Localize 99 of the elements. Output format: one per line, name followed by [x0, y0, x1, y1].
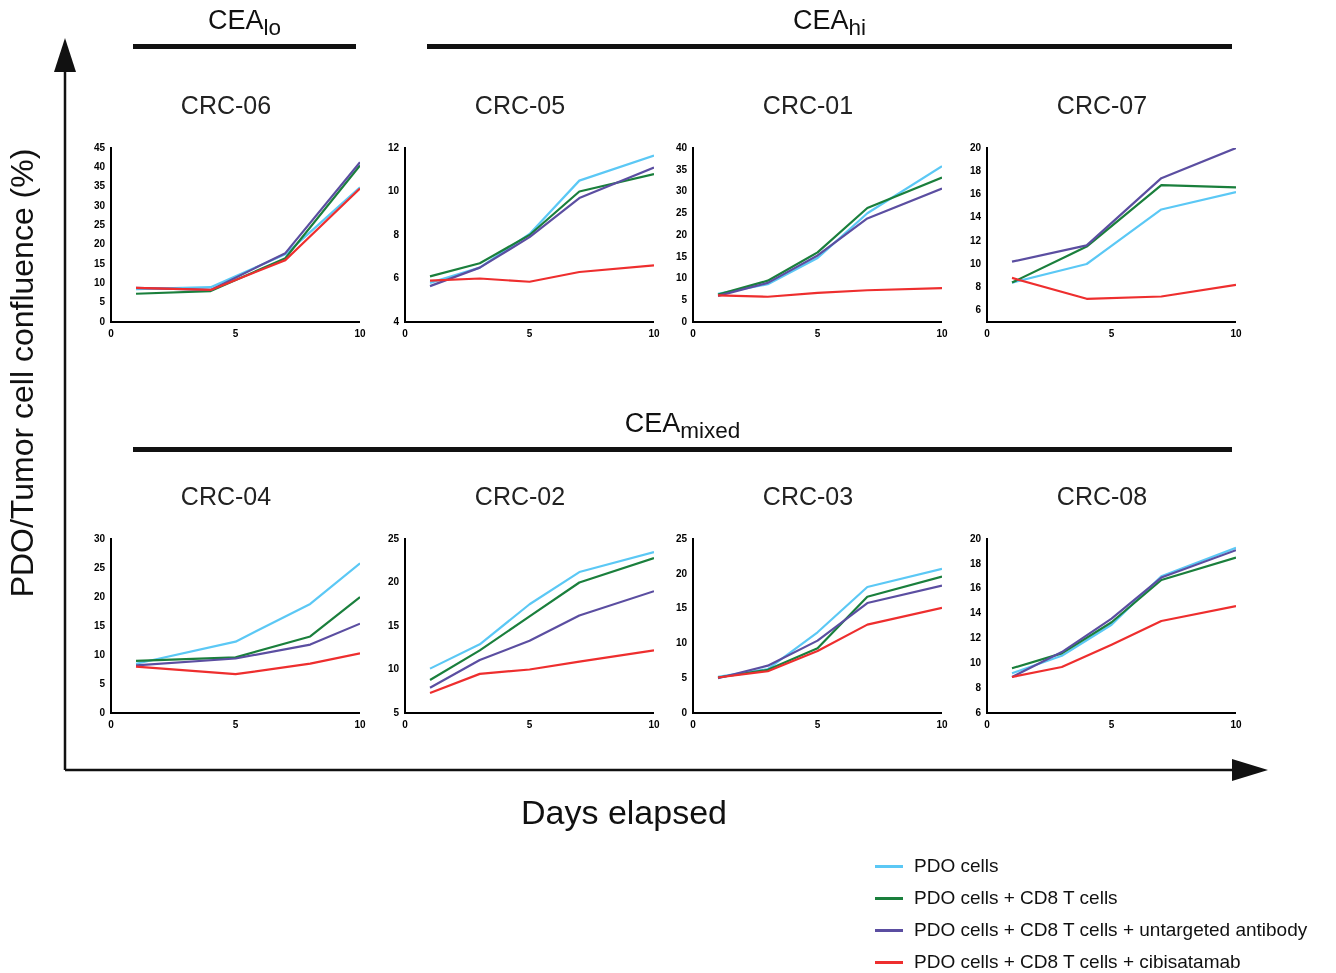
x-tick-label: 0: [108, 718, 115, 730]
x-tick-label: 10: [354, 718, 366, 730]
y-tick-label: 4: [393, 315, 400, 327]
y-tick-label: 25: [388, 532, 400, 544]
y-tick-label: 45: [94, 141, 106, 153]
y-tick-label: 15: [94, 619, 106, 631]
y-tick-label: 8: [393, 228, 400, 240]
y-tick-label: 10: [388, 185, 400, 197]
y-tick-label: 10: [94, 277, 106, 289]
x-tick-label: 10: [936, 718, 948, 730]
chart-title: CRC-01: [762, 90, 854, 119]
chart-title: CRC-08: [1056, 481, 1148, 510]
y-tick-label: 20: [94, 238, 106, 250]
legend-label: PDO cells + CD8 T cells: [914, 887, 1118, 909]
text: CEA$_{lo}$: [206, 4, 282, 43]
y-tick-label: 30: [676, 185, 688, 197]
y-tick-label: 20: [94, 590, 106, 602]
x-tick-label: 10: [648, 327, 660, 339]
y-tick-label: 20: [388, 576, 400, 588]
y-tick-label: 5: [393, 706, 400, 718]
y-tick-label: 14: [970, 211, 982, 223]
y-tick-label: 25: [94, 561, 106, 573]
y-tick-label: 8: [975, 280, 982, 292]
chart-title: CRC-07: [1056, 90, 1148, 119]
y-tick-label: 25: [676, 532, 688, 544]
x-tick-label: 0: [984, 327, 991, 339]
x-tick-label: 5: [232, 718, 239, 730]
y-tick-label: 10: [94, 648, 106, 660]
x-tick-label: 5: [526, 327, 533, 339]
y-tick-label: 0: [99, 315, 106, 327]
y-tick-label: 10: [970, 657, 982, 669]
y-tick-label: 12: [388, 141, 400, 153]
legend-label: PDO cells: [914, 855, 999, 877]
y-tick-label: 35: [94, 180, 106, 192]
x-tick-label: 5: [1108, 718, 1115, 730]
y-tick-label: 30: [94, 532, 106, 544]
y-tick-label: 25: [676, 207, 688, 218]
y-tick-label: 15: [388, 619, 400, 631]
x-tick-label: 0: [402, 327, 409, 339]
y-axis-title: PDO/Tumor cell confluence (%): [3, 148, 41, 598]
y-tick-label: 18: [970, 164, 982, 176]
x-tick-label: 5: [814, 327, 821, 339]
x-tick-label: 0: [984, 718, 991, 730]
x-axis-title: Days elapsed: [520, 792, 728, 832]
y-tick-label: 5: [99, 296, 106, 308]
text: CEA$_{hi}$: [791, 4, 867, 43]
y-tick-label: 0: [681, 706, 688, 718]
y-tick-label: 15: [676, 602, 688, 614]
y-tick-label: 20: [970, 141, 982, 153]
y-tick-label: 16: [970, 188, 982, 200]
y-tick-label: 40: [94, 161, 106, 173]
x-tick-label: 5: [526, 718, 533, 730]
x-tick-label: 0: [690, 327, 697, 339]
chart-title: CRC-06: [180, 90, 272, 119]
y-tick-label: 25: [94, 219, 106, 231]
y-tick-label: 12: [970, 632, 982, 644]
y-tick-label: 35: [676, 163, 688, 175]
y-tick-label: 0: [681, 315, 688, 327]
chart-title: CRC-05: [474, 90, 566, 119]
y-tick-label: 8: [975, 681, 982, 693]
y-tick-label: 10: [676, 637, 688, 649]
text: CEA$_{mixed}$: [623, 407, 742, 446]
y-tick-label: 20: [970, 532, 982, 544]
x-tick-label: 10: [936, 327, 948, 339]
legend-label: PDO cells + CD8 T cells + untargeted antibody: [914, 919, 1308, 941]
y-tick-label: 20: [676, 567, 688, 579]
y-tick-label: 20: [676, 228, 688, 240]
chart-title: CRC-02: [474, 481, 566, 510]
x-tick-label: 10: [648, 718, 660, 730]
y-tick-label: 6: [393, 272, 400, 284]
x-tick-label: 5: [814, 718, 821, 730]
y-tick-label: 15: [94, 257, 106, 269]
y-tick-label: 16: [970, 582, 982, 594]
x-tick-label: 5: [1108, 327, 1115, 339]
x-tick-label: 10: [354, 327, 366, 339]
y-tick-label: 10: [388, 663, 400, 675]
x-tick-label: 0: [402, 718, 409, 730]
y-tick-label: 15: [676, 250, 688, 262]
y-tick-label: 6: [975, 706, 982, 718]
y-tick-label: 5: [681, 294, 688, 305]
y-tick-label: 30: [94, 199, 106, 211]
y-tick-label: 6: [975, 304, 982, 316]
x-tick-label: 10: [1230, 718, 1242, 730]
y-tick-label: 12: [970, 234, 982, 246]
y-tick-label: 5: [99, 677, 106, 689]
y-tick-label: 40: [676, 141, 688, 153]
legend-label: PDO cells + CD8 T cells + cibisatamab: [914, 951, 1241, 973]
chart-title: CRC-04: [180, 481, 272, 510]
x-tick-label: 5: [232, 327, 239, 339]
y-tick-label: 10: [676, 272, 688, 284]
y-tick-label: 14: [970, 607, 982, 619]
y-tick-label: 5: [681, 671, 688, 683]
y-tick-label: 18: [970, 557, 982, 569]
x-tick-label: 0: [108, 327, 115, 339]
x-tick-label: 0: [690, 718, 697, 730]
chart-title: CRC-03: [762, 481, 854, 510]
y-tick-label: 0: [99, 706, 106, 718]
x-tick-label: 10: [1230, 327, 1242, 339]
y-tick-label: 10: [970, 257, 982, 269]
